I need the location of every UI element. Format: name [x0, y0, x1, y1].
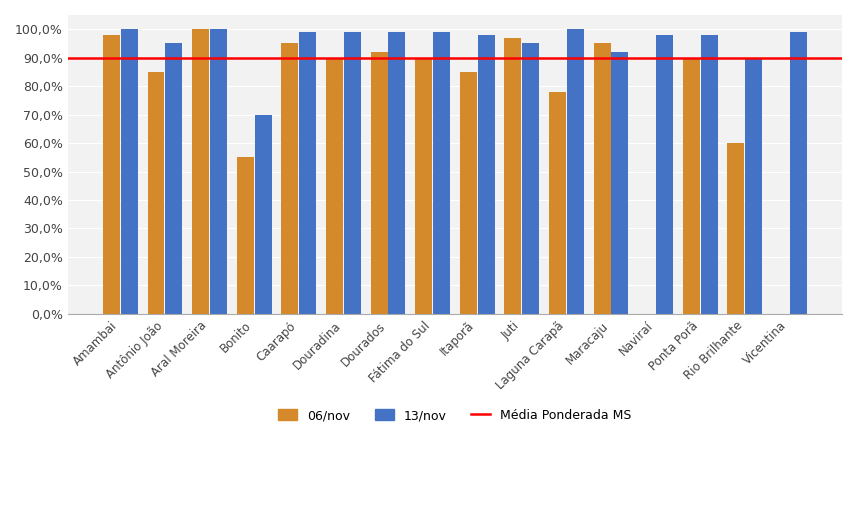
Bar [683, 57, 700, 314]
Bar [281, 43, 298, 314]
Bar [237, 157, 254, 314]
Bar [299, 32, 316, 314]
Bar [121, 29, 138, 314]
Bar [746, 57, 762, 314]
Bar [326, 57, 343, 314]
Bar [611, 52, 628, 314]
Bar [656, 35, 673, 314]
Bar [103, 35, 120, 314]
Bar [728, 143, 745, 314]
Bar [522, 43, 539, 314]
Bar [790, 32, 806, 314]
Bar [210, 29, 227, 314]
Bar [433, 32, 450, 314]
Bar [165, 43, 183, 314]
Bar [701, 35, 717, 314]
Bar [344, 32, 361, 314]
Bar [147, 72, 165, 314]
Bar [477, 35, 494, 314]
Bar [388, 32, 405, 314]
Bar [505, 38, 521, 314]
Bar [415, 57, 432, 314]
Legend: 06/nov, 13/nov, Média Ponderada MS: 06/nov, 13/nov, Média Ponderada MS [273, 404, 637, 427]
Bar [594, 43, 610, 314]
Bar [566, 29, 584, 314]
Bar [549, 92, 566, 314]
Bar [370, 52, 387, 314]
Bar [255, 114, 272, 314]
Bar [192, 29, 209, 314]
Bar [459, 72, 476, 314]
